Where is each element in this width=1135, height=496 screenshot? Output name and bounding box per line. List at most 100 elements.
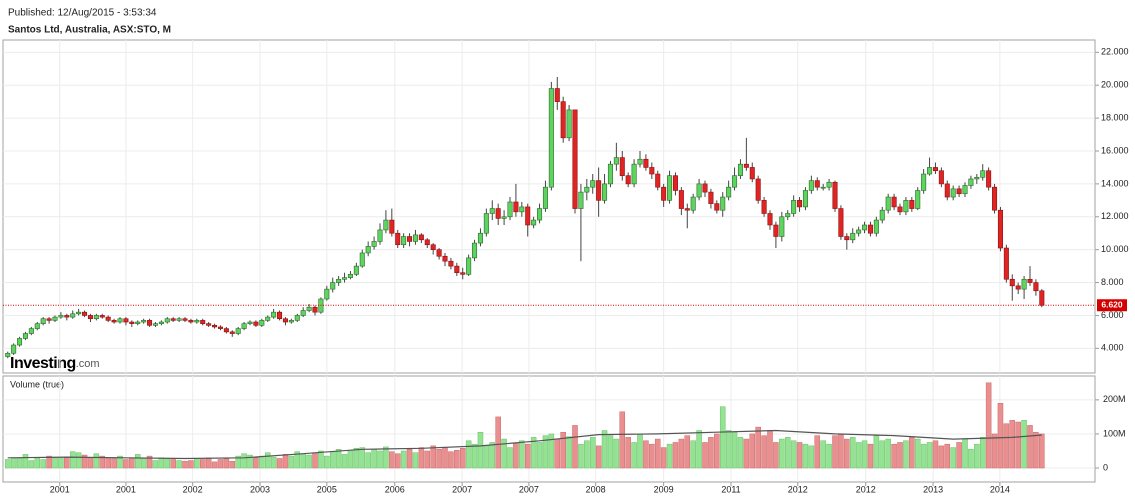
volume-bar: [448, 451, 454, 469]
candle-body: [111, 320, 117, 323]
volume-bar: [530, 437, 537, 469]
candle-body: [1015, 285, 1021, 290]
volume-bar: [826, 443, 832, 469]
candle-body: [58, 315, 64, 318]
candle-body: [566, 109, 572, 139]
volume-bar: [211, 461, 218, 469]
candle-body: [749, 167, 755, 180]
candle-body: [856, 229, 862, 234]
x-tick-label: 2014: [990, 484, 1010, 494]
volume-bar: [867, 443, 874, 469]
price-layer: 4.000 6.000 8.000 10.000 12.000 14.000 16.000 1…: [3, 40, 1129, 373]
volume-bar: [140, 458, 147, 469]
volume-bar: [696, 430, 702, 469]
volume-bar: [152, 460, 159, 469]
candle-body: [271, 311, 277, 318]
candle-body: [714, 203, 720, 211]
x-tick-label: 2003: [250, 484, 270, 494]
volume-bar: [832, 435, 838, 469]
volume-bar: [844, 438, 850, 469]
volume-bar: [962, 438, 968, 469]
volume-bar: [105, 457, 111, 469]
candle-body: [814, 180, 820, 188]
volume-bar: [660, 447, 667, 469]
volume-bar: [1015, 421, 1021, 469]
candle-body: [909, 200, 915, 209]
volume-bar: [755, 426, 761, 469]
candle-body: [460, 272, 466, 275]
volume-bar: [743, 438, 750, 469]
candle-body: [424, 239, 430, 246]
volume-bar: [40, 459, 46, 469]
candle-body: [873, 219, 879, 234]
candle-body: [690, 196, 696, 211]
candle-body: [932, 167, 938, 172]
candle-body: [531, 219, 537, 226]
x-tick-label: 2007: [519, 484, 539, 494]
volume-bar: [75, 452, 82, 469]
candle-body: [70, 313, 76, 318]
volume-bar: [779, 438, 785, 469]
volume-bar: [737, 437, 744, 469]
candle-body: [625, 175, 631, 185]
volume-bar: [808, 445, 815, 469]
volume-bar: [684, 435, 691, 469]
candle-body: [596, 180, 602, 201]
y-tick-label: 18.000: [1101, 112, 1129, 122]
volume-bar: [282, 454, 289, 469]
candle-body: [968, 178, 974, 186]
volume-bar: [979, 437, 986, 469]
volume-bar: [649, 443, 655, 469]
candle-body: [613, 157, 619, 165]
volume-bar: [725, 430, 732, 469]
candle-body: [667, 175, 673, 201]
volume-bar: [359, 447, 366, 469]
candle-body: [158, 321, 164, 324]
volume-bar: [365, 452, 371, 469]
volume-bar: [270, 456, 277, 469]
candle-body: [466, 257, 472, 275]
candle-body: [684, 208, 690, 211]
candle-body: [661, 186, 667, 201]
x-tick-label: 2001: [50, 484, 70, 494]
volume-bar: [99, 455, 106, 469]
volume-bar: [182, 460, 188, 469]
chart-title: Santos Ltd, Australia, ASX:STO, M: [8, 25, 171, 36]
y-tick-label: 200M: [1103, 394, 1126, 404]
volume-bar: [353, 448, 360, 469]
volume-bar: [164, 458, 171, 469]
candle-body: [206, 323, 212, 326]
moving-average-line: [7, 429, 1042, 460]
candle-body: [1033, 282, 1039, 292]
candle-body: [330, 282, 336, 290]
x-tick-label: 2007: [452, 484, 472, 494]
candle-body: [93, 315, 99, 320]
volume-bar: [849, 437, 856, 469]
candle-body: [879, 209, 885, 221]
candle-body: [525, 206, 531, 226]
candle-body: [720, 196, 726, 211]
candle-body: [336, 278, 342, 283]
volume-bar: [46, 455, 52, 469]
x-tick-label: 2001: [116, 484, 136, 494]
y-tick-label: 4.000: [1101, 343, 1124, 353]
candle-body: [927, 167, 933, 175]
volume-bar: [838, 433, 844, 469]
candle-body: [921, 173, 927, 191]
volume-bar: [796, 442, 803, 469]
price-panel: [2, 39, 1096, 374]
volume-bar: [10, 457, 17, 469]
volume-bar: [802, 443, 809, 469]
y-tick-label: 100M: [1103, 428, 1126, 438]
candle-body: [548, 88, 554, 188]
volume-bar: [909, 437, 915, 469]
candle-body: [696, 183, 702, 198]
volume-bar: [259, 455, 265, 469]
y-tick-label: 10.000: [1101, 244, 1129, 254]
candle-body: [560, 101, 566, 139]
candle-body: [383, 219, 389, 231]
volume-bar: [111, 458, 117, 469]
volume-bar: [1033, 431, 1039, 469]
